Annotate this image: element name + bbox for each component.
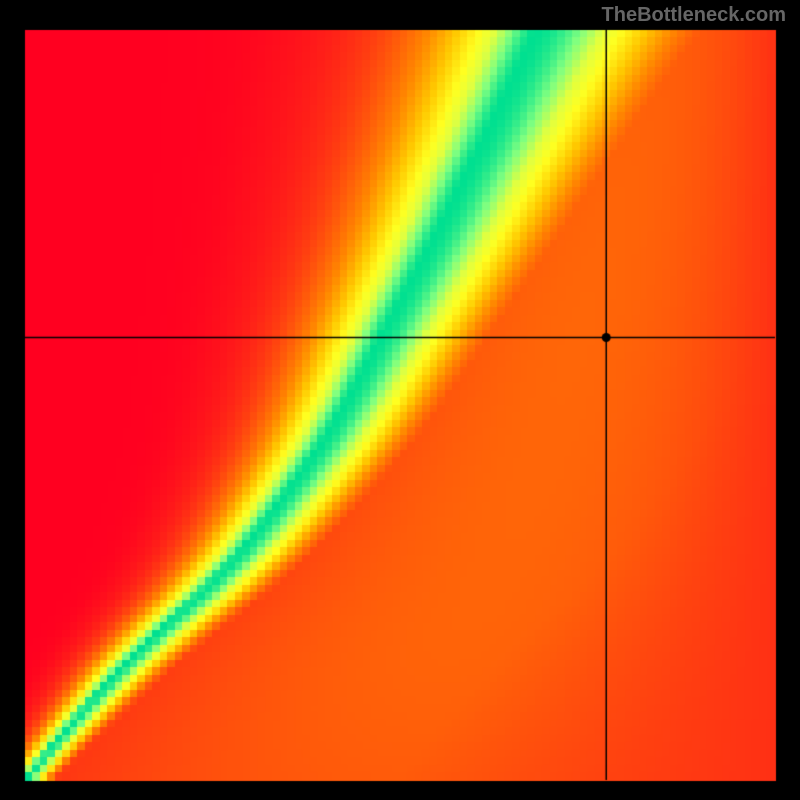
chart-container: TheBottleneck.com (0, 0, 800, 800)
bottleneck-heatmap (0, 0, 800, 800)
watermark-text: TheBottleneck.com (602, 4, 786, 27)
